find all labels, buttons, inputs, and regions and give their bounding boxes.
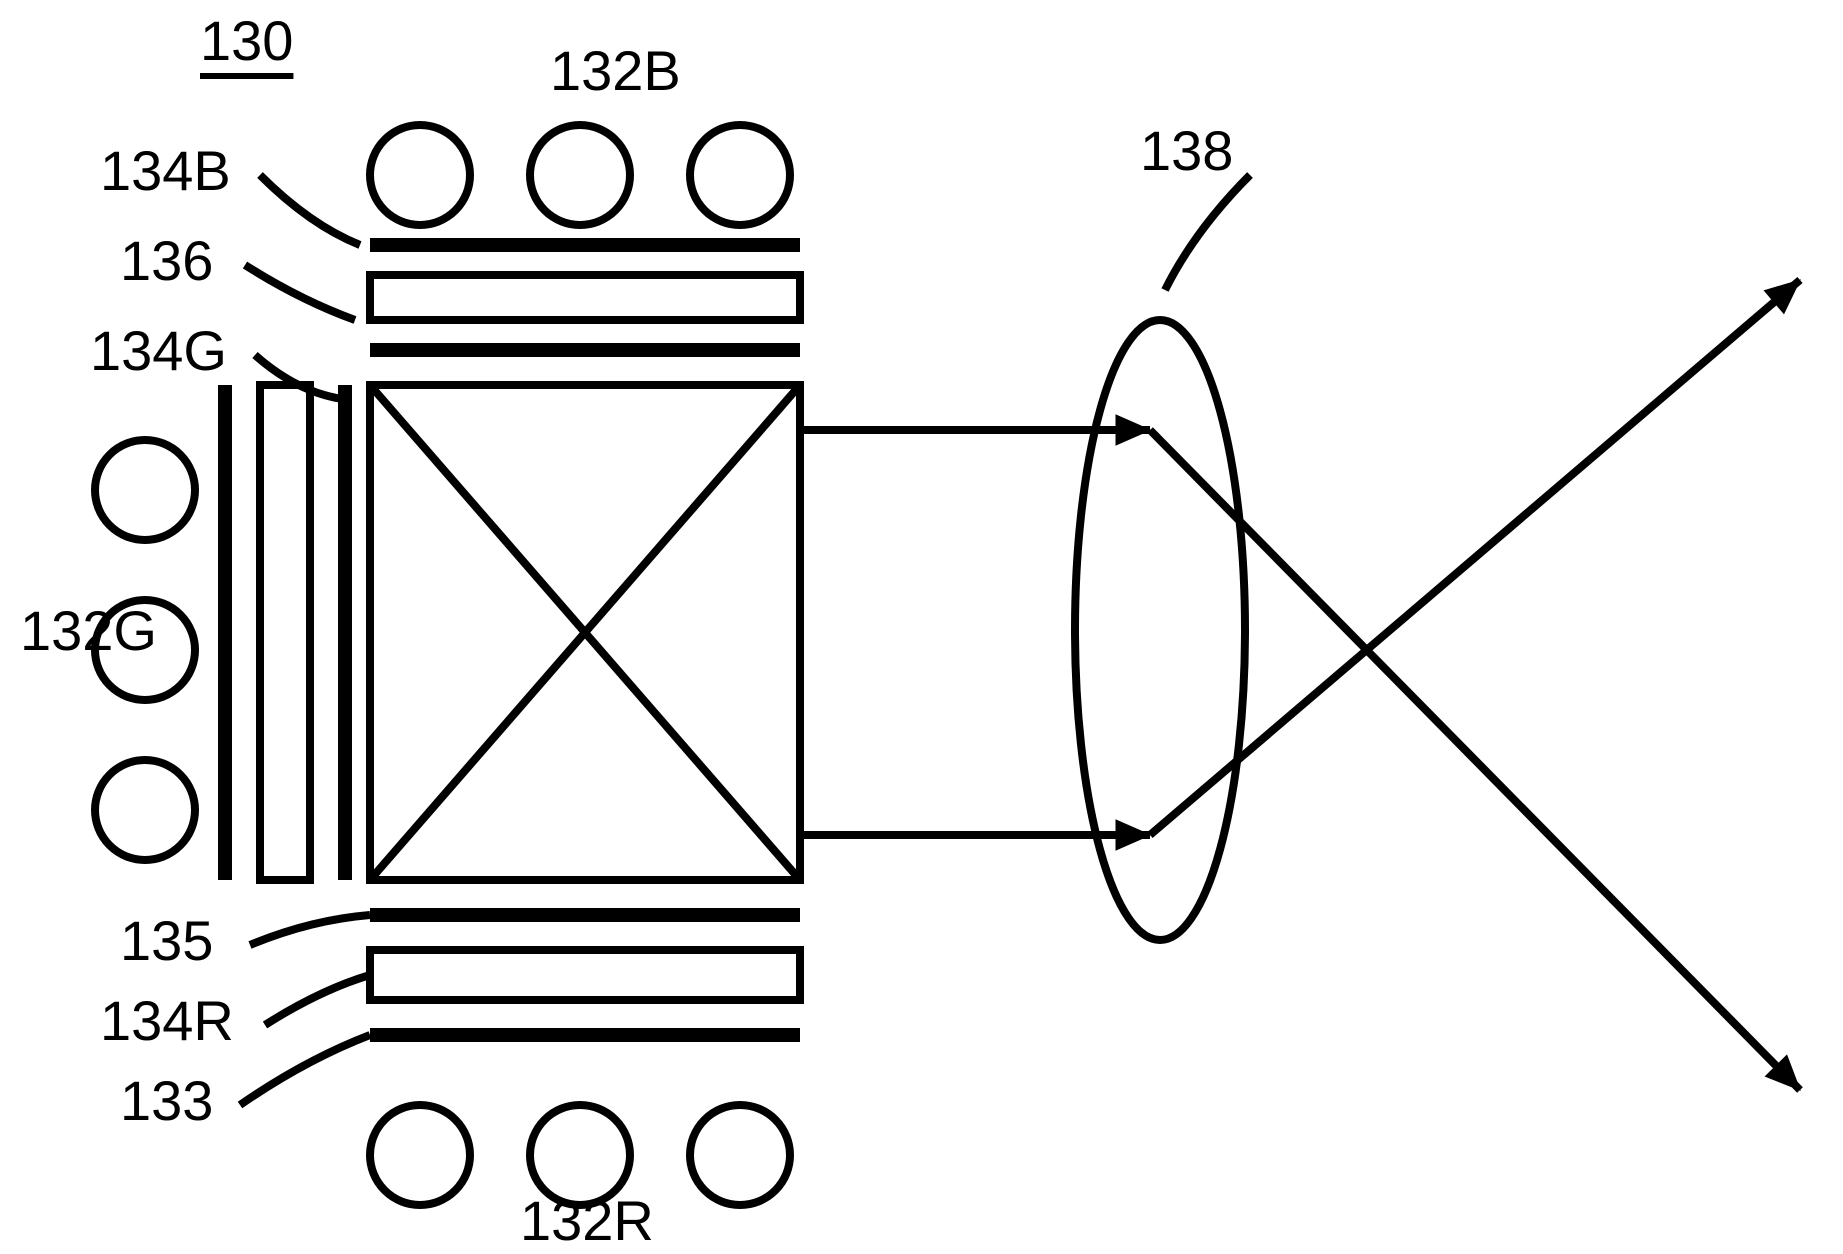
label-132G: 132G <box>20 599 157 662</box>
label-figure-no: 130 <box>200 9 293 72</box>
label-132B: 132B <box>550 39 681 102</box>
label-135: 135 <box>120 909 213 972</box>
label-136: 136 <box>120 229 213 292</box>
label-134G: 134G <box>90 319 227 382</box>
label-138: 138 <box>1140 119 1233 182</box>
label-134B: 134B <box>100 139 231 202</box>
label-133: 133 <box>120 1069 213 1132</box>
label-134R: 134R <box>100 989 234 1052</box>
label-132R: 132R <box>520 1189 654 1252</box>
